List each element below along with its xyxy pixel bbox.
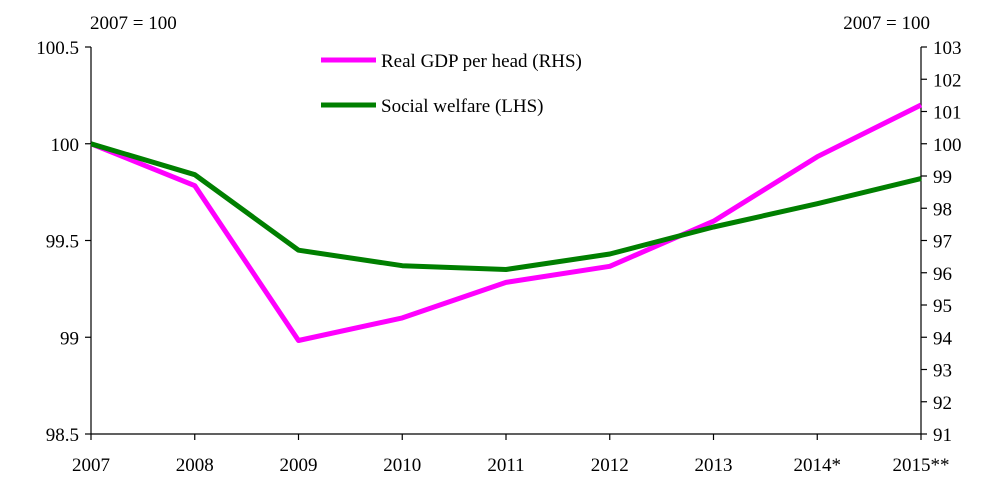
x-axis: 2007 2008 2009 2010 2011 2012 2013 2014* 2015** <box>72 433 950 476</box>
x-axis-tick-label: 2010 <box>383 455 421 476</box>
legend: Real GDP per head (RHS) Social welfare (L… <box>321 51 582 117</box>
left-axis-tick-label: 100.5 <box>36 38 79 59</box>
left-axis: 98.5 99 99.5 100 100.5 <box>36 38 92 446</box>
right-axis-tick-label: 92 <box>933 393 952 414</box>
right-axis-tick-label: 102 <box>933 70 962 91</box>
right-axis-tick-label: 99 <box>933 167 952 188</box>
right-axis-tick-label: 98 <box>933 199 952 220</box>
left-axis-tick-label: 99.5 <box>46 232 79 253</box>
legend-label-1: Real GDP per head (RHS) <box>381 51 582 72</box>
right-axis-tick-label: 101 <box>933 103 962 124</box>
right-axis-tick-label: 100 <box>933 135 962 156</box>
left-axis-label: 2007 = 100 <box>90 13 177 34</box>
right-axis-tick-label: 103 <box>933 38 962 59</box>
right-axis: 91 92 93 94 95 96 97 98 99 100 101 102 103 <box>920 38 962 446</box>
right-axis-tick-label: 93 <box>933 361 952 382</box>
x-axis-tick-label: 2012 <box>591 455 629 476</box>
x-axis-tick-label: 2014* <box>794 455 842 476</box>
right-axis-tick-label: 91 <box>933 425 952 446</box>
series-line-2 <box>90 141 922 272</box>
x-axis-tick-label: 2013 <box>695 455 733 476</box>
right-axis-label: 2007 = 100 <box>843 13 930 34</box>
right-axis-tick-label: 94 <box>933 328 953 349</box>
left-axis-tick-label: 98.5 <box>46 425 79 446</box>
right-axis-tick-label: 96 <box>933 264 952 285</box>
x-axis-tick-label: 2009 <box>280 455 318 476</box>
legend-label-2: Social welfare (LHS) <box>381 96 544 117</box>
right-axis-tick-label: 95 <box>933 296 952 317</box>
x-axis-tick-label: 2011 <box>487 455 524 476</box>
x-axis-tick-label: 2015** <box>893 455 950 476</box>
left-axis-tick-label: 99 <box>60 328 79 349</box>
series-lines <box>90 102 923 343</box>
right-axis-tick-label: 97 <box>933 232 952 253</box>
x-axis-tick-label: 2008 <box>176 455 214 476</box>
series-line-1 <box>90 102 923 343</box>
left-axis-tick-label: 100 <box>51 135 80 156</box>
x-axis-tick-label: 2007 <box>72 455 110 476</box>
